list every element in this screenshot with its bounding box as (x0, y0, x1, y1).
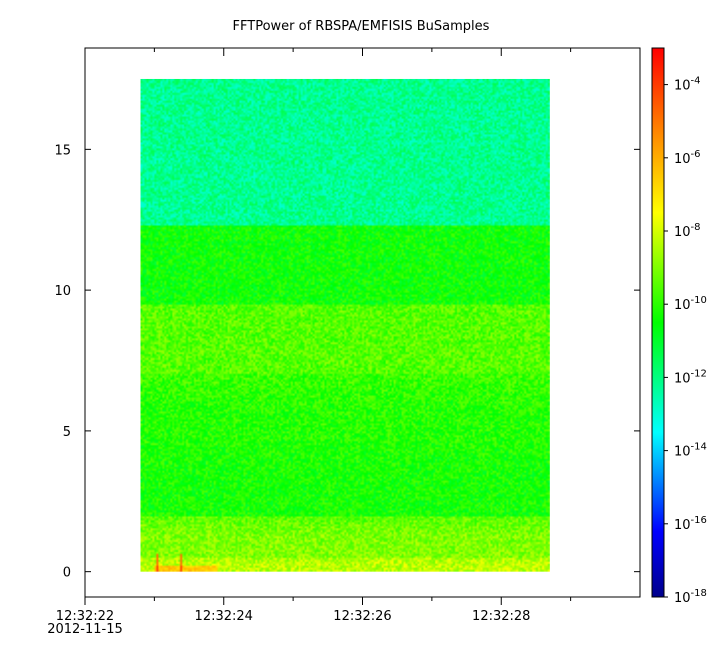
y-tick-label: 15 (54, 143, 71, 158)
colorbar-tick-label: 10-18 (674, 588, 707, 606)
x-tick-label: 12:32:28 (472, 609, 530, 624)
colorbar-tick-label: 10-16 (674, 515, 707, 533)
x-tick-date-label: 2012-11-15 (47, 622, 123, 637)
colorbar-tick-label: 10-4 (674, 76, 701, 94)
chart-title: FFTPower of RBSPA/EMFISIS BuSamples (233, 19, 490, 34)
colorbar-tick-label: 10-8 (674, 222, 701, 240)
y-axis: 0 5 10 15 (54, 143, 640, 581)
y-tick-label: 10 (54, 284, 71, 299)
colorbar-axis: 10-4 10-6 10-8 10-10 10-12 10-14 10-16 10-18 (664, 76, 707, 606)
x-tick-label: 12:32:22 (56, 609, 114, 624)
colorbar-tick-label: 10-10 (674, 295, 707, 313)
colorbar-tick-label: 10-14 (674, 442, 707, 460)
x-tick-label: 12:32:26 (333, 609, 391, 624)
spectrogram-image (140, 78, 550, 572)
x-tick-label: 12:32:24 (195, 609, 253, 624)
colorbar-tick-label: 10-6 (674, 149, 701, 167)
y-tick-label: 0 (63, 566, 71, 581)
colorbar (651, 47, 665, 598)
colorbar-tick-label: 10-12 (674, 368, 707, 386)
y-tick-label: 5 (63, 425, 71, 440)
